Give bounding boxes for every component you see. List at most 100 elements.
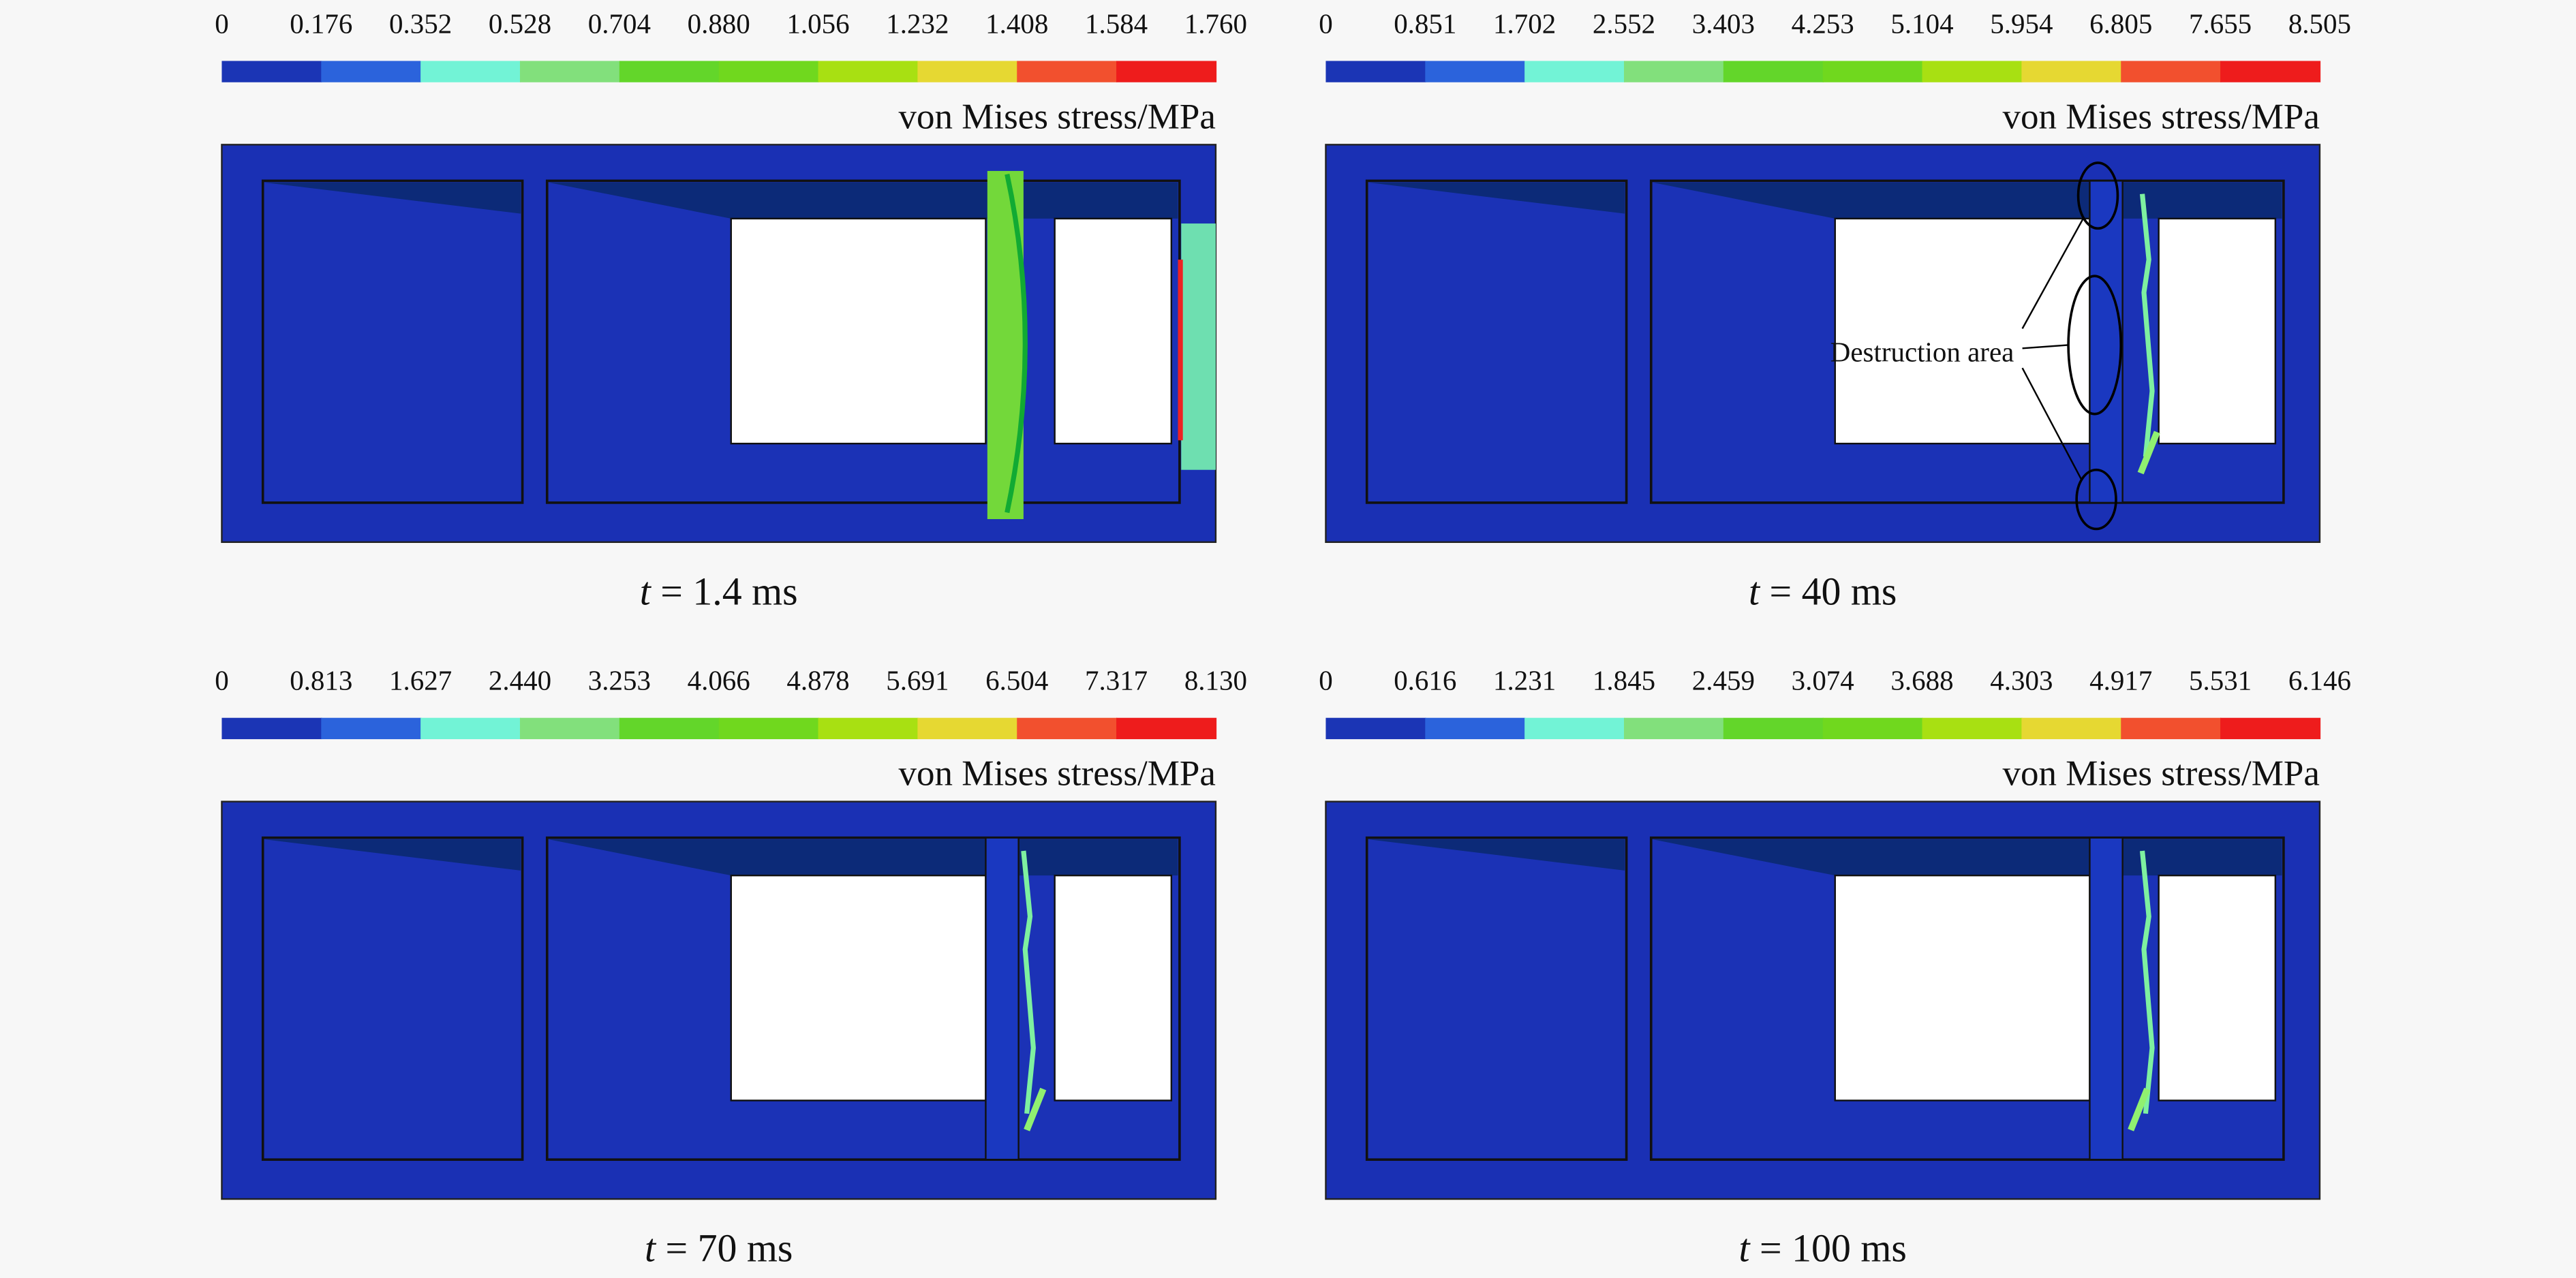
colorbar-segment xyxy=(2220,717,2321,740)
colorbar-segment xyxy=(321,717,422,740)
colorbar-segment xyxy=(1116,61,1217,82)
caption-text: = 100 ms xyxy=(1760,1226,1907,1271)
colorbar-segment xyxy=(718,717,819,740)
colorbar-tick-label: 7.317 xyxy=(1085,665,1148,696)
colorbar-tick-label: 0.704 xyxy=(588,7,651,39)
colorbar-segment xyxy=(2021,61,2122,82)
panel: 0 0.616 1.231 1.845 2.459 3.074 3.688 4.303 4.91… xyxy=(1319,665,2351,1271)
stress-streak xyxy=(2139,850,2155,1115)
colorbar-tick-label: 5.531 xyxy=(2189,665,2252,696)
stress-band xyxy=(1181,223,1216,470)
colorbar-segment xyxy=(1116,717,1217,740)
colorbar-tick-label: 3.074 xyxy=(1792,665,1854,696)
colorbar-tick-label: 6.805 xyxy=(2089,7,2152,39)
colorbar-tick-label: 4.253 xyxy=(1792,7,1854,39)
ceiling-shade xyxy=(1368,839,1625,871)
colorbar-segment xyxy=(1623,717,1725,740)
colorbar-tick-label: 2.459 xyxy=(1692,665,1755,696)
stress-streak xyxy=(2128,1087,2151,1132)
window xyxy=(1054,874,1173,1102)
colorbar-tick-label: 4.303 xyxy=(1990,665,2053,696)
colorbar-segment xyxy=(1017,61,1118,82)
colorbar-tick-label: 4.066 xyxy=(688,665,750,696)
contour-plot xyxy=(1325,800,2321,1200)
colorbar-tick-label: 8.130 xyxy=(1184,665,1247,696)
colorbar-tick-label: 1.702 xyxy=(1493,7,1556,39)
colorbar-segment xyxy=(1723,61,1824,82)
caption-variable: t xyxy=(1739,1226,1751,1271)
panel: 0 0.176 0.352 0.528 0.704 0.880 1.056 1.232 1.40… xyxy=(215,7,1247,613)
colorbar-segment xyxy=(2121,61,2222,82)
colorbar-tick-label: 1.232 xyxy=(886,7,949,39)
colorbar-tick-label: 4.917 xyxy=(2089,665,2152,696)
colorbar-segment xyxy=(1723,717,1824,740)
colorbar-label: von Mises stress/MPa xyxy=(899,754,1216,794)
colorbar-tick-label: 7.655 xyxy=(2189,7,2252,39)
colorbar-tick-label: 0.352 xyxy=(389,7,452,39)
colorbar-segment xyxy=(1425,61,1526,82)
colorbar-tick-label: 3.688 xyxy=(1890,665,1953,696)
colorbar-segment xyxy=(519,61,621,82)
colorbar-tick-label: 8.505 xyxy=(2288,7,2351,39)
colorbar-segment xyxy=(221,61,322,82)
stress-streak xyxy=(2137,431,2160,475)
colorbar-segment xyxy=(917,61,1018,82)
colorbar-tick-label: 0 xyxy=(1319,7,1332,39)
colorbar-segment xyxy=(1325,61,1426,82)
colorbar-tick-label: 0 xyxy=(1319,665,1332,696)
window xyxy=(1834,874,2091,1102)
colorbar-tick-label: 0.176 xyxy=(290,7,352,39)
ceiling-shade xyxy=(1653,839,2282,876)
colorbar-segment xyxy=(917,717,1018,740)
colorbar-tick-label: 0.851 xyxy=(1394,7,1456,39)
colorbar-segment xyxy=(2121,717,2222,740)
stress-streak xyxy=(1024,1087,1047,1132)
window xyxy=(2158,217,2277,445)
colorbar-segment xyxy=(1524,717,1625,740)
caption: t = 100 ms xyxy=(1739,1226,1907,1271)
annotation-ellipse xyxy=(2075,468,2117,531)
colorbar-tick-label: 4.878 xyxy=(786,665,849,696)
contour-plot xyxy=(221,800,1217,1200)
stress-arc xyxy=(1005,174,1028,514)
colorbar-segment xyxy=(1922,61,2023,82)
caption: t = 70 ms xyxy=(645,1226,793,1271)
colorbar-tick-label: 0.813 xyxy=(290,665,352,696)
column xyxy=(2089,837,2123,1161)
colorbar-tick-label: 0.528 xyxy=(489,7,551,39)
colorbar-segment xyxy=(321,61,422,82)
window xyxy=(2158,874,2277,1102)
colorbar-tick-label: 5.691 xyxy=(886,665,949,696)
ceiling-shade xyxy=(1653,182,2282,219)
colorbar-tick-label: 5.104 xyxy=(1890,7,1953,39)
stress-spot xyxy=(1178,260,1183,441)
room-left xyxy=(261,836,524,1162)
colorbar-tick-label: 5.954 xyxy=(1990,7,2053,39)
caption: t = 40 ms xyxy=(1749,569,1897,613)
colorbar-tick-label: 0.880 xyxy=(688,7,750,39)
colorbar-tick-label: 1.231 xyxy=(1493,665,1556,696)
colorbar-tick-label: 1.056 xyxy=(786,7,849,39)
colorbar-segment xyxy=(519,717,621,740)
colorbar-label: von Mises stress/MPa xyxy=(899,97,1216,136)
annotation-leader xyxy=(2021,218,2084,329)
colorbar-tick-label: 3.403 xyxy=(1692,7,1755,39)
colorbar-segment xyxy=(818,61,919,82)
colorbar-segment xyxy=(619,61,720,82)
colorbar-segment xyxy=(221,717,322,740)
annotation: Destruction area xyxy=(1830,337,2014,368)
caption: t = 1.4 ms xyxy=(640,569,798,613)
contour-plot xyxy=(1325,144,2321,543)
column xyxy=(985,837,1019,1161)
room-left xyxy=(261,179,524,504)
column xyxy=(2089,180,2123,504)
colorbar-tick-label: 3.253 xyxy=(588,665,651,696)
colorbar-tick-label: 6.146 xyxy=(2288,665,2351,696)
window xyxy=(1054,217,1173,445)
colorbar-segment xyxy=(1325,717,1426,740)
caption-variable: t xyxy=(1749,569,1761,613)
caption-variable: t xyxy=(640,569,652,613)
colorbar-tick-label: 1.627 xyxy=(389,665,452,696)
colorbar-segment xyxy=(420,717,521,740)
